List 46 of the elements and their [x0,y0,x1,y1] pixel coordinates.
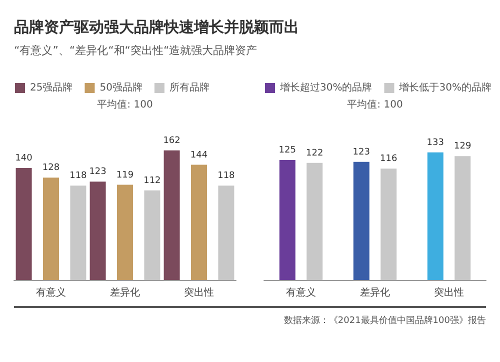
chart-subtitle: “有意义”、“差异化“和“突出性“造就强大品牌资产 [14,43,258,58]
bar [16,168,32,280]
data-label: 116 [380,154,398,164]
data-label: 118 [70,171,88,182]
data-label: 133 [426,138,444,148]
bar [380,168,397,280]
x-tick-label: 有意义 [36,286,66,298]
bar [191,164,207,280]
legend-label: 所有品牌 [169,82,210,94]
bar [70,186,86,280]
bar [144,190,160,280]
data-label: 140 [15,154,33,164]
data-label: 122 [306,148,324,158]
chart-title: 品牌资产驱动强大品牌快速增长并脱颖而出 [14,18,300,37]
x-tick-label: 有意义 [286,286,316,298]
bar [353,162,370,280]
data-label: 118 [218,171,236,182]
bar [117,184,133,280]
data-label: 119 [116,170,134,180]
data-label: 123 [89,167,106,178]
data-label: 144 [190,150,208,160]
data-label: 125 [278,146,296,156]
legend-label: 增长低于30%的品牌 [398,82,492,94]
bar [218,186,234,280]
bar [306,162,323,280]
bar [43,178,59,280]
legend-label: 25强品牌 [30,82,73,94]
data-label: 162 [163,136,180,146]
x-tick-label: 突出性 [434,286,464,298]
data-label: 128 [42,163,60,174]
data-label: 123 [352,147,370,158]
x-tick-label: 突出性 [184,286,214,298]
legend-label: 增长超过30%的品牌 [279,82,372,94]
bar [90,182,106,280]
bar [427,152,444,280]
legend-label: 50强品牌 [100,82,142,94]
data-label: 129 [454,142,472,152]
source-note: 数据来源：《2021最具价值中国品牌100强》报告 [284,316,486,326]
x-tick-label: 差异化 [110,286,140,298]
bar [164,150,180,280]
bar [279,160,296,280]
text: 平均值: 100 [347,98,403,110]
x-tick-label: 差异化 [360,286,390,298]
text: 平均值: 100 [97,98,153,110]
data-label: 112 [144,176,161,186]
bar [454,156,471,280]
